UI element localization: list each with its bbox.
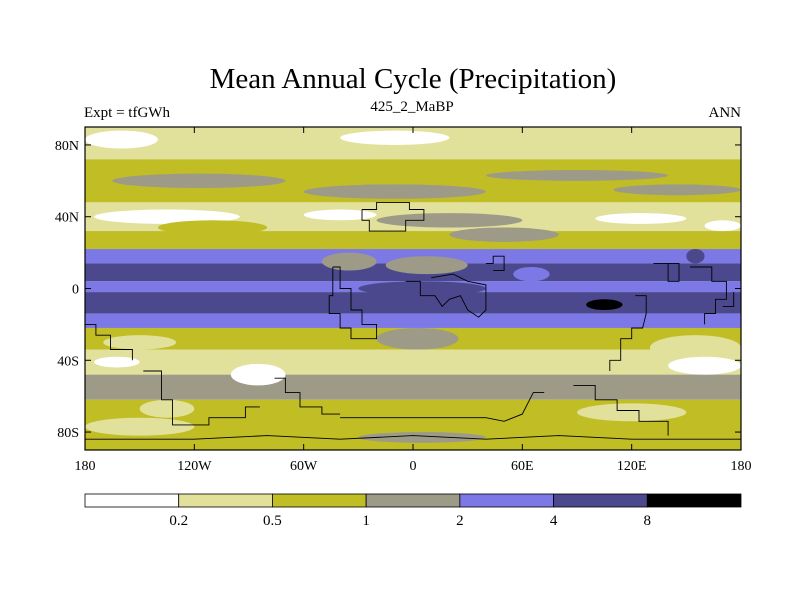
precip-patch-9: [704, 220, 741, 232]
colorbar-box-4: [459, 493, 554, 508]
colorbar-label-2: 1: [362, 513, 370, 529]
y-tick-label-0: 80N: [55, 139, 79, 154]
precip-patch-26: [577, 403, 687, 422]
colorbar-box-0: [84, 493, 180, 508]
precip-patch-27: [358, 432, 486, 443]
coastline-13: [722, 292, 735, 307]
x-axis: 180 120W 60W 0 60E 120E 180: [75, 127, 752, 474]
precip-band-4: [85, 249, 741, 264]
colorbar-box-2: [272, 493, 367, 508]
colorbar-label-1: 0.5: [263, 513, 282, 529]
precip-band-10: [85, 349, 741, 375]
x-tick-label-5: 120E: [617, 459, 647, 474]
colorbar-box-3: [365, 493, 461, 508]
subtitle-experiment: Expt = tfGWh: [84, 105, 170, 121]
x-tick-label-6: 180: [731, 459, 752, 474]
precip-patch-21: [649, 335, 741, 361]
precip-patch-4: [485, 170, 669, 181]
x-tick-label-4: 60E: [511, 459, 534, 474]
coastline-5: [653, 262, 680, 282]
colorbar-label-4: 4: [550, 513, 558, 529]
coastline-9: [274, 377, 341, 415]
x-tick-label-2: 60W: [290, 459, 318, 474]
chart-title: Mean Annual Cycle (Precipitation): [210, 63, 617, 95]
coastline-4: [485, 255, 505, 272]
colorbar-box-1: [178, 493, 273, 508]
coastline-6: [690, 266, 727, 325]
precip-patch-22: [668, 356, 741, 375]
colorbar-label-5: 8: [644, 513, 652, 529]
precip-patch-12: [449, 227, 559, 242]
y-tick-label-4: 80S: [57, 426, 79, 441]
precip-patch-19: [376, 327, 459, 350]
precip-patch-10: [157, 220, 268, 235]
coastline-11: [573, 384, 669, 436]
coastline-3: [405, 273, 487, 318]
x-tick-label-1: 120W: [177, 459, 212, 474]
precip-band-3: [85, 231, 741, 250]
coastline-8: [143, 370, 260, 426]
precip-patch-11: [376, 213, 523, 228]
precip-patch-28: [85, 417, 195, 436]
precip-patch-1: [340, 130, 450, 145]
precip-patch-15: [513, 266, 550, 282]
y-tick-label-3: 40S: [57, 354, 79, 369]
coastline-10: [340, 392, 545, 422]
map-plot-area: [85, 127, 741, 450]
precip-patch-14: [385, 256, 468, 275]
coastline-7: [609, 295, 647, 371]
precip-patch-8: [595, 213, 687, 224]
y-axis: 80N 40N 0 40S 80S: [55, 139, 741, 441]
colorbar-box-5: [553, 493, 648, 508]
precip-patch-23: [94, 356, 140, 368]
precip-patch-7: [303, 209, 377, 221]
y-tick-label-1: 40N: [55, 211, 79, 226]
colorbar-label-0: 0.2: [169, 513, 188, 529]
precip-band-11: [85, 374, 741, 400]
coastline-0: [85, 323, 133, 361]
precip-patch-20: [103, 335, 177, 350]
coastline-1: [361, 201, 425, 232]
precip-patch-16: [358, 281, 486, 296]
colorbar-legend: 0.2 0.5 1 2 4 8: [84, 493, 742, 529]
precip-band-8: [85, 313, 741, 328]
precip-patch-13: [321, 252, 377, 271]
precip-patch-24: [230, 363, 286, 386]
precip-patch-5: [613, 184, 741, 196]
subtitle-season: ANN: [709, 105, 742, 121]
precip-patch-2: [112, 173, 286, 189]
precip-patch-25: [139, 399, 195, 418]
x-tick-label-3: 0: [410, 459, 417, 474]
colorbar-box-6: [646, 493, 742, 508]
coastline-12: [85, 435, 741, 440]
x-tick-label-0: 180: [75, 459, 96, 474]
precip-patch-6: [94, 209, 240, 224]
precip-patch-3: [303, 184, 486, 199]
precip-patch-18: [686, 249, 705, 264]
y-tick-label-2: 0: [72, 283, 79, 298]
subtitle-case: 425_2_MaBP: [370, 99, 453, 115]
coastline-outlines: [85, 201, 741, 440]
precip-band-7: [85, 292, 741, 314]
precip-patch-0: [85, 130, 158, 149]
coastline-2: [328, 266, 378, 340]
colorbar-label-3: 2: [456, 513, 464, 529]
precip-patch-17: [586, 299, 623, 311]
